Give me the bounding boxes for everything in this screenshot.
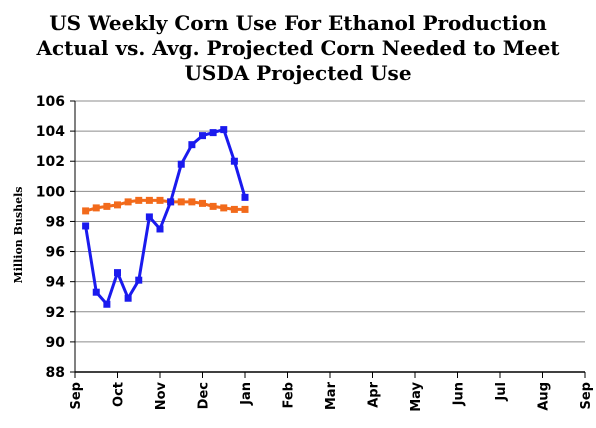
data-point xyxy=(114,269,121,277)
data-point xyxy=(177,160,185,168)
data-point xyxy=(156,196,164,204)
y-axis-label: Million Bushels xyxy=(12,187,25,284)
data-point xyxy=(177,198,185,206)
x-tick-label: Aug xyxy=(537,382,552,411)
data-point xyxy=(135,196,143,204)
y-tick-label: 104 xyxy=(36,124,65,140)
data-point xyxy=(188,198,196,206)
y-tick-label: 100 xyxy=(36,184,65,200)
data-point xyxy=(188,141,196,149)
data-point xyxy=(241,205,249,213)
data-point xyxy=(199,132,206,140)
data-point xyxy=(156,225,164,233)
data-point xyxy=(82,207,90,215)
x-tick-label: Sep xyxy=(69,382,84,410)
data-point xyxy=(124,198,132,206)
series xyxy=(82,126,249,308)
data-point xyxy=(220,204,228,212)
y-tick-label: 88 xyxy=(46,365,65,381)
chart-title-line-3: USDA Projected Use xyxy=(184,61,411,85)
data-point xyxy=(135,276,143,284)
chart-title: US Weekly Corn Use For Ethanol Productio… xyxy=(35,11,560,85)
x-tick-label: Jul xyxy=(494,382,509,402)
data-point xyxy=(167,198,175,206)
y-tick-label: 96 xyxy=(46,245,65,261)
data-point xyxy=(92,204,100,212)
x-tick-label: Apr xyxy=(367,381,382,407)
x-tick-label: Dec xyxy=(197,382,212,409)
grid xyxy=(74,100,585,373)
x-tick-label: Jun xyxy=(452,382,467,406)
data-point xyxy=(145,196,153,204)
y-tick-label: 90 xyxy=(46,335,66,351)
data-point xyxy=(92,288,100,296)
data-point xyxy=(145,213,153,221)
data-point xyxy=(199,199,206,207)
x-tick-label: Sep xyxy=(579,382,594,410)
data-point xyxy=(209,129,217,137)
x-tick-label: Feb xyxy=(282,382,297,408)
y-tick-label: 102 xyxy=(36,154,65,170)
y-tick-label: 92 xyxy=(46,305,65,321)
data-point xyxy=(114,201,121,209)
y-tick-label: 94 xyxy=(46,275,66,291)
series-line xyxy=(84,128,247,306)
chart-title-line-2: Actual vs. Avg. Projected Corn Needed to… xyxy=(35,36,560,60)
chart-title-line-1: US Weekly Corn Use For Ethanol Productio… xyxy=(49,11,547,35)
data-point xyxy=(230,205,238,213)
x-axis-ticks: Sep Oct Nov Dec Jan Feb Mar Apr May Jun Jul Aug Sep xyxy=(69,372,594,412)
y-axis-ticks: 88 90 92 94 96 98 100 102 104 106 xyxy=(36,94,75,381)
x-tick-label: May xyxy=(409,381,424,411)
data-point xyxy=(103,202,111,210)
series-line xyxy=(85,198,245,213)
x-tick-label: Oct xyxy=(112,382,127,407)
y-tick-label: 106 xyxy=(36,94,65,110)
data-point xyxy=(230,157,238,165)
x-tick-label: Jan xyxy=(239,382,254,406)
data-point xyxy=(103,300,111,308)
data-point xyxy=(220,126,228,134)
data-point xyxy=(124,294,132,302)
data-point xyxy=(209,202,217,210)
data-point xyxy=(82,222,90,230)
x-tick-label: Nov xyxy=(154,381,169,410)
y-tick-label: 98 xyxy=(46,214,65,230)
data-point xyxy=(241,193,249,201)
x-tick-label: Mar xyxy=(324,381,339,410)
